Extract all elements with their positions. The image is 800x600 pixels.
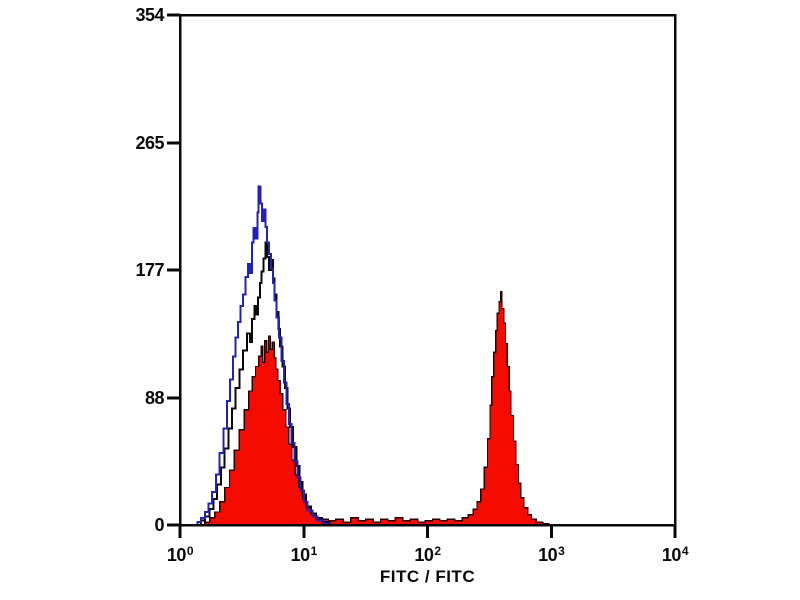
y-axis-tick-label: 0: [154, 515, 164, 535]
y-axis-tick-label: 177: [135, 260, 164, 280]
x-axis-tick-label: 100: [166, 544, 194, 565]
series-sample-red-filled: [199, 290, 675, 526]
series-control-black-outline: [196, 241, 331, 526]
y-axis-tick-label: 88: [144, 388, 165, 409]
x-axis-tick-label: 104: [661, 544, 689, 565]
y-axis-tick-label: 354: [135, 5, 164, 25]
x-axis-tick-label: 102: [414, 544, 441, 565]
y-axis-tick-label: 265: [135, 133, 164, 154]
series-control-blue-outline: [192, 185, 330, 526]
x-axis-tick-label: 101: [290, 544, 318, 565]
x-axis-tick-label: 103: [538, 544, 565, 565]
x-axis-title: FITC / FITC: [379, 567, 476, 586]
